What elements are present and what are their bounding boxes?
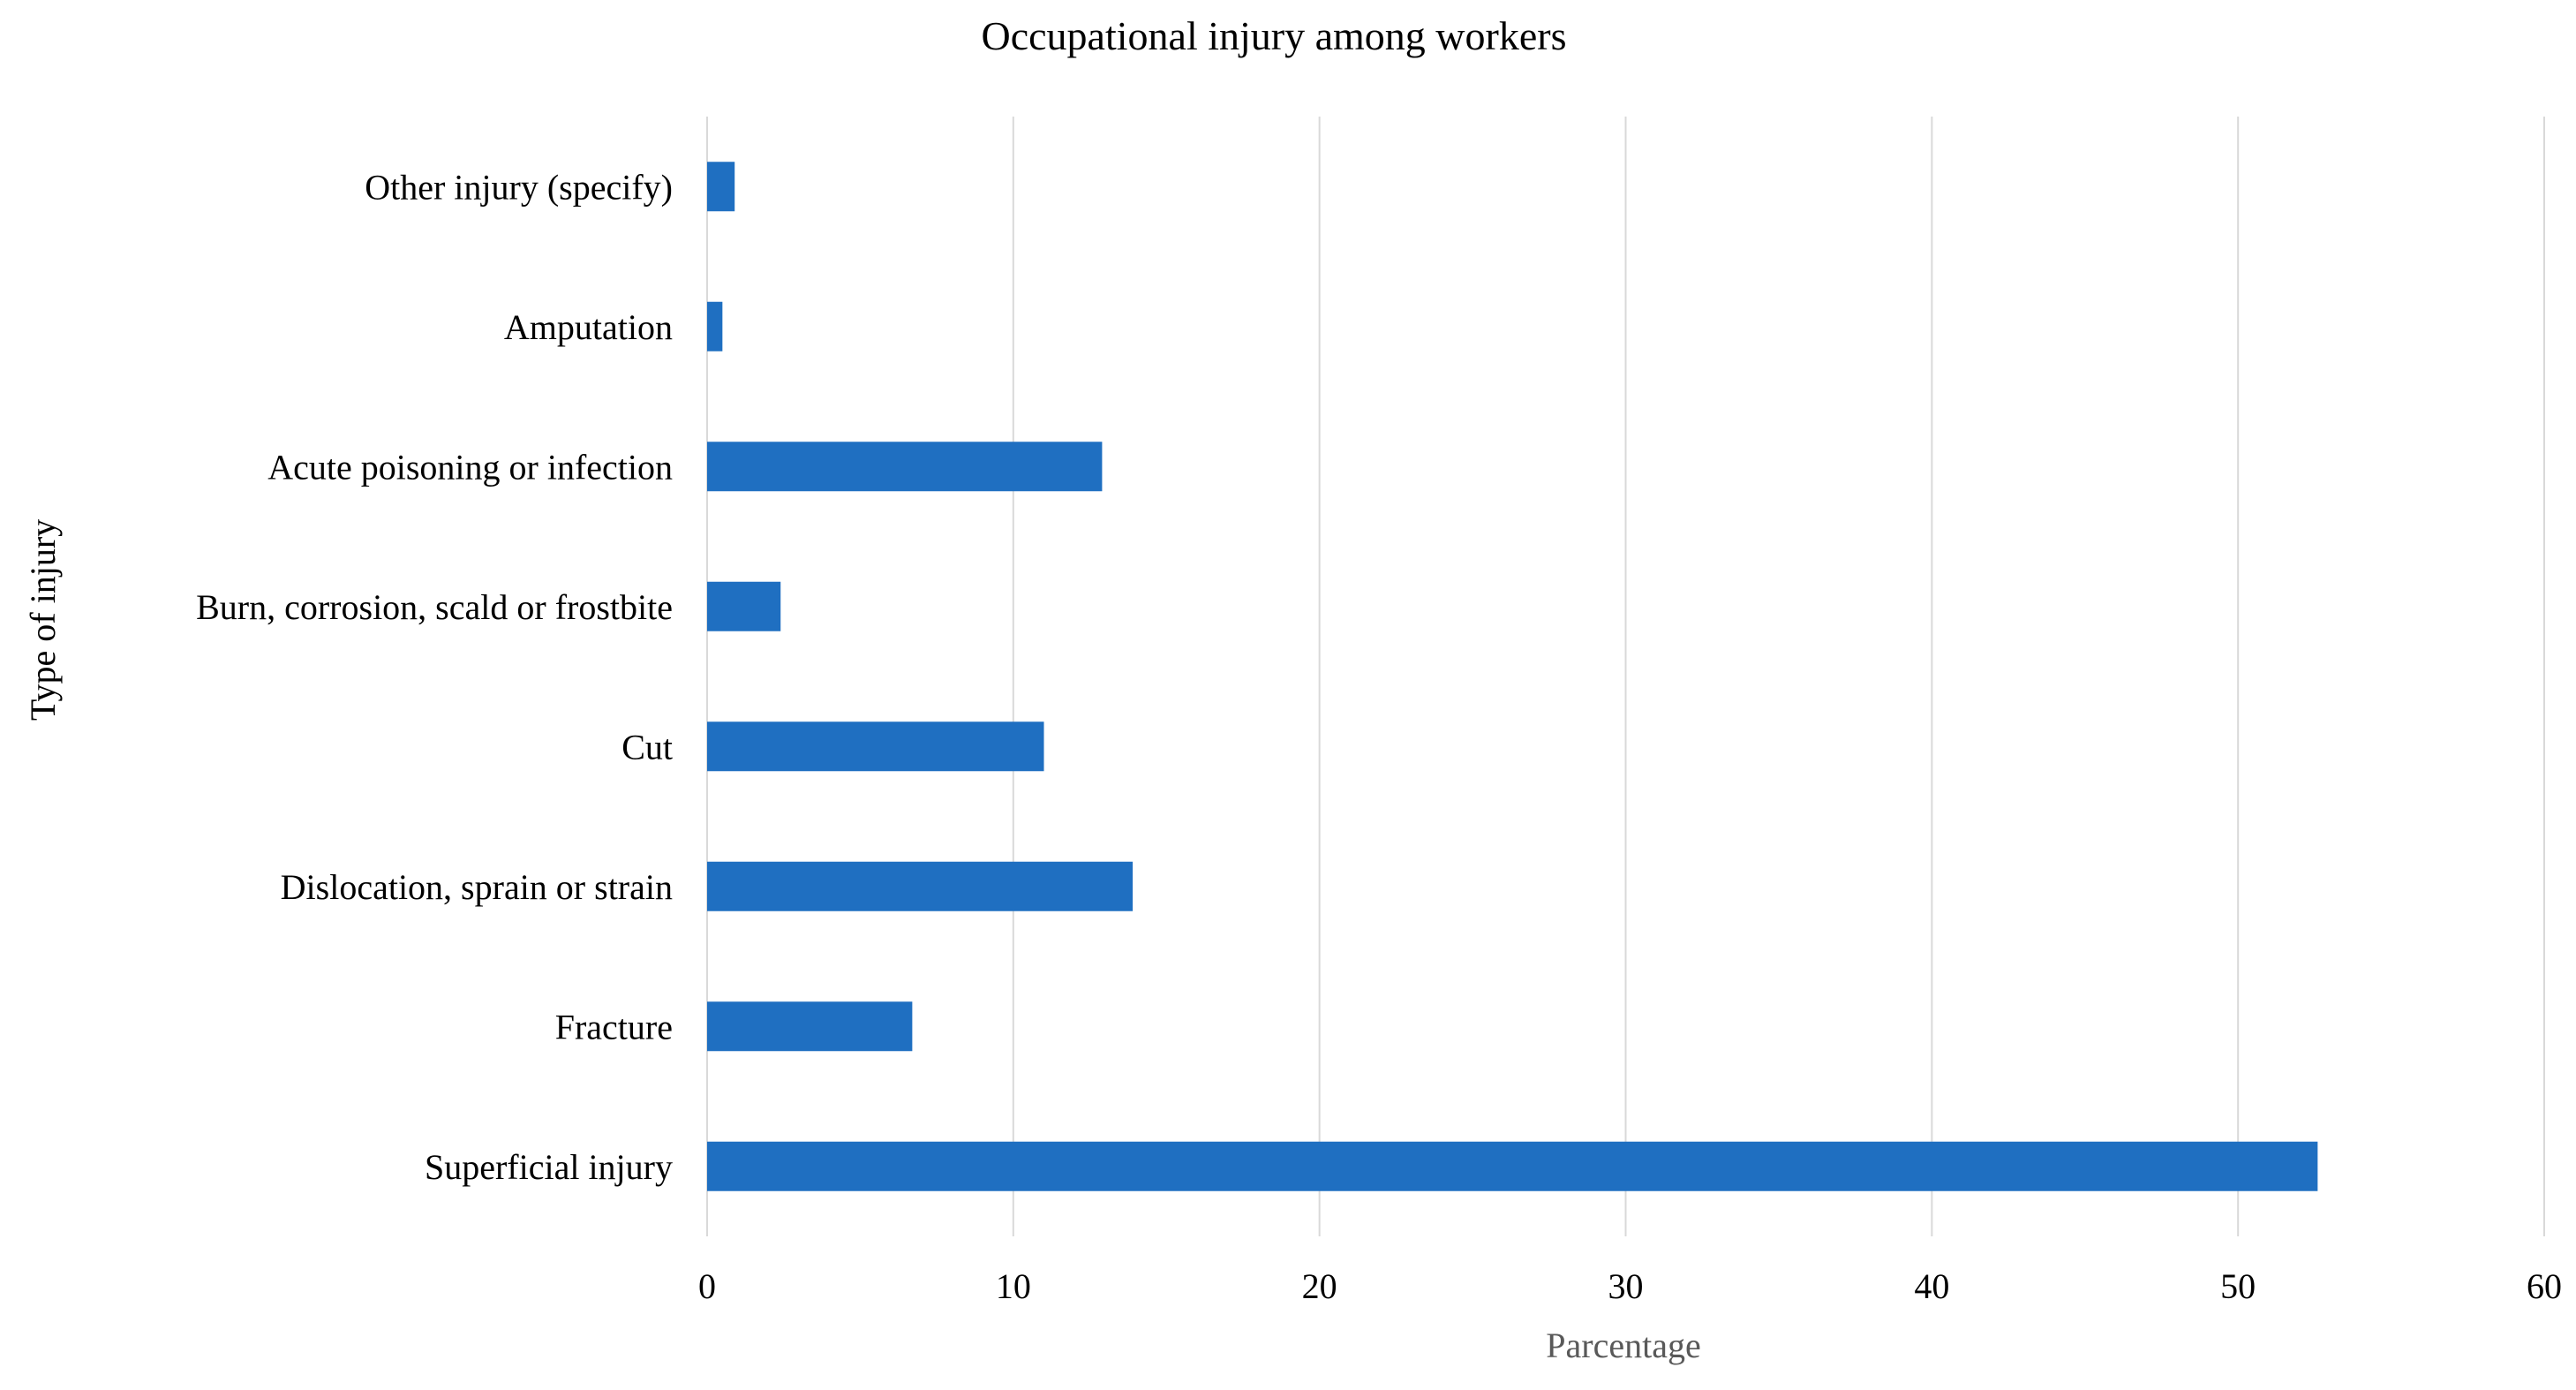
bar-3 <box>707 442 1103 492</box>
category-label-6: Dislocation, sprain or strain <box>281 867 673 907</box>
category-label-7: Fracture <box>555 1007 673 1046</box>
x-tick-label-50: 50 <box>2220 1266 2256 1306</box>
x-tick-label-40: 40 <box>1914 1266 1949 1306</box>
category-label-1: Other injury (specify) <box>365 167 673 207</box>
x-tick-label-20: 20 <box>1302 1266 1337 1306</box>
gridlines <box>706 117 2545 1236</box>
category-label-5: Cut <box>621 727 673 767</box>
x-tick-labels: 0 10 20 30 40 50 60 <box>698 1266 2562 1306</box>
chart-title: Occupational injury among workers <box>982 13 1567 58</box>
x-tick-label-30: 30 <box>1608 1266 1644 1306</box>
bar-1 <box>707 162 735 212</box>
category-label-3: Acute poisoning or infection <box>267 447 673 487</box>
x-tick-label-10: 10 <box>996 1266 1031 1306</box>
category-label-4: Burn, corrosion, scald or frostbite <box>196 587 673 627</box>
x-axis-title: Parcentage <box>1546 1326 1700 1365</box>
x-tick-label-0: 0 <box>698 1266 716 1306</box>
bar-8 <box>707 1141 2318 1191</box>
bar-4 <box>707 581 781 631</box>
x-tick-label-60: 60 <box>2527 1266 2562 1306</box>
category-label-8: Superficial injury <box>425 1147 673 1187</box>
bars <box>707 162 2318 1191</box>
bar-7 <box>707 1001 913 1052</box>
bar-5 <box>707 721 1044 772</box>
bar-2 <box>707 301 723 351</box>
bar-6 <box>707 861 1134 911</box>
y-axis-title: Type of injury <box>23 519 63 721</box>
category-labels: Other injury (specify) Amputation Acute po… <box>196 167 673 1187</box>
category-label-2: Amputation <box>504 307 673 347</box>
